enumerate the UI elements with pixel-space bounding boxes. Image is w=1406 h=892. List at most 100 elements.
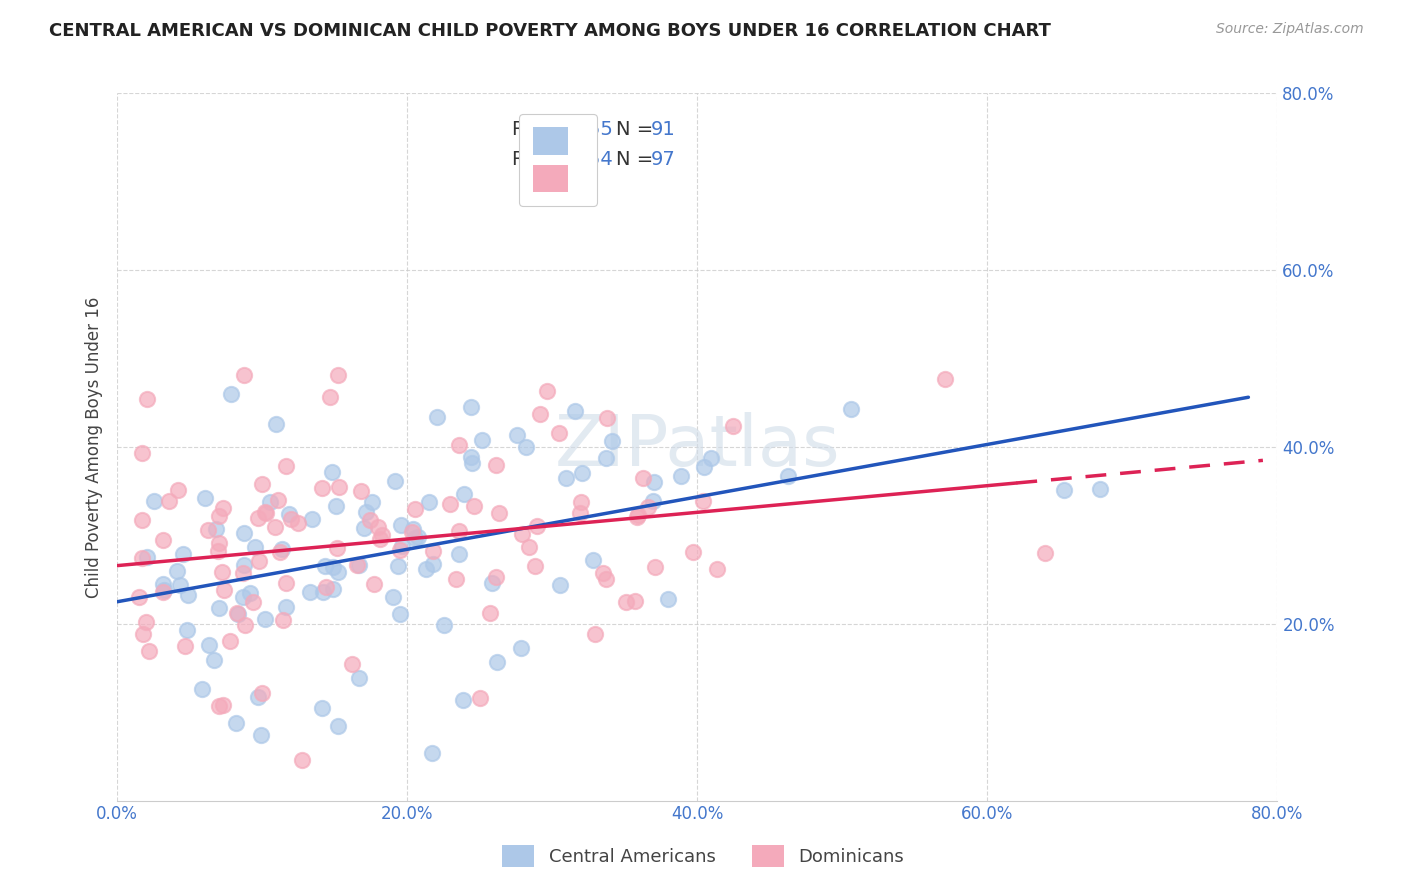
Point [232, 526, 254, 541]
Point [254, 506, 277, 520]
Point [595, 450, 617, 465]
Point [671, 469, 693, 483]
Point [128, 591, 150, 605]
Point [197, 523, 219, 537]
Point [197, 639, 219, 653]
Point [723, 419, 745, 434]
Point [388, 607, 411, 621]
Point [391, 539, 413, 553]
Point [468, 690, 491, 705]
Point [382, 591, 405, 605]
Point [526, 519, 548, 533]
Point [205, 522, 228, 536]
Point [157, 493, 180, 508]
Point [554, 471, 576, 485]
Point [614, 595, 637, 609]
Point [226, 607, 249, 621]
Point [637, 500, 659, 515]
Point [536, 384, 558, 398]
Point [404, 531, 426, 545]
Point [211, 565, 233, 579]
Point [564, 404, 586, 418]
Point [706, 562, 728, 576]
Point [360, 495, 382, 509]
Point [449, 547, 471, 561]
Point [328, 480, 350, 494]
Point [253, 504, 276, 518]
Point [212, 698, 235, 712]
Point [839, 401, 862, 416]
Point [350, 484, 373, 499]
Point [250, 477, 273, 491]
Point [529, 407, 551, 421]
Text: N =: N = [616, 150, 654, 169]
Point [169, 578, 191, 592]
Point [347, 558, 370, 572]
Point [287, 516, 309, 530]
Point [264, 520, 287, 534]
Point [212, 583, 235, 598]
Point [247, 690, 270, 704]
Legend: , : , [519, 113, 598, 206]
Point [510, 640, 533, 655]
Point [595, 572, 617, 586]
Point [600, 434, 623, 448]
Point [233, 617, 256, 632]
Point [311, 481, 333, 495]
Point [449, 438, 471, 452]
Point [271, 542, 294, 557]
Point [433, 618, 456, 632]
Point [152, 584, 174, 599]
Point [136, 549, 159, 564]
Point [517, 540, 540, 554]
Legend: Central Americans, Dominicans: Central Americans, Dominicans [495, 838, 911, 874]
Point [131, 550, 153, 565]
Point [463, 500, 485, 514]
Point [524, 558, 547, 573]
Point [328, 565, 350, 579]
Point [643, 475, 665, 489]
Point [131, 446, 153, 460]
Point [340, 657, 363, 672]
Point [271, 613, 294, 627]
Point [202, 653, 225, 667]
Text: CENTRAL AMERICAN VS DOMINICAN CHILD POVERTY AMONG BOYS UNDER 16 CORRELATION CHAR: CENTRAL AMERICAN VS DOMINICAN CHILD POVE… [49, 22, 1052, 40]
Point [353, 521, 375, 535]
Point [250, 686, 273, 700]
Y-axis label: Child Poverty Among Boys Under 16: Child Poverty Among Boys Under 16 [86, 296, 103, 598]
Point [191, 682, 214, 697]
Point [389, 517, 412, 532]
Point [259, 495, 281, 509]
Point [488, 506, 510, 520]
Point [312, 584, 335, 599]
Point [176, 623, 198, 637]
Point [319, 390, 342, 404]
Point [626, 509, 648, 524]
Point [402, 522, 425, 536]
Point [569, 494, 592, 508]
Point [166, 564, 188, 578]
Point [1033, 546, 1056, 560]
Point [627, 508, 650, 523]
Point [232, 590, 254, 604]
Point [247, 511, 270, 525]
Point [264, 417, 287, 431]
Point [311, 701, 333, 715]
Point [401, 525, 423, 540]
Point [315, 580, 337, 594]
Point [934, 372, 956, 386]
Point [314, 558, 336, 573]
Point [267, 493, 290, 508]
Point [172, 547, 194, 561]
Point [404, 502, 426, 516]
Point [446, 572, 468, 586]
Point [592, 566, 614, 580]
Point [347, 671, 370, 685]
Point [548, 425, 571, 440]
Point [321, 465, 343, 479]
Point [460, 450, 482, 465]
Point [138, 644, 160, 658]
Point [280, 511, 302, 525]
Point [174, 639, 197, 653]
Point [233, 368, 256, 382]
